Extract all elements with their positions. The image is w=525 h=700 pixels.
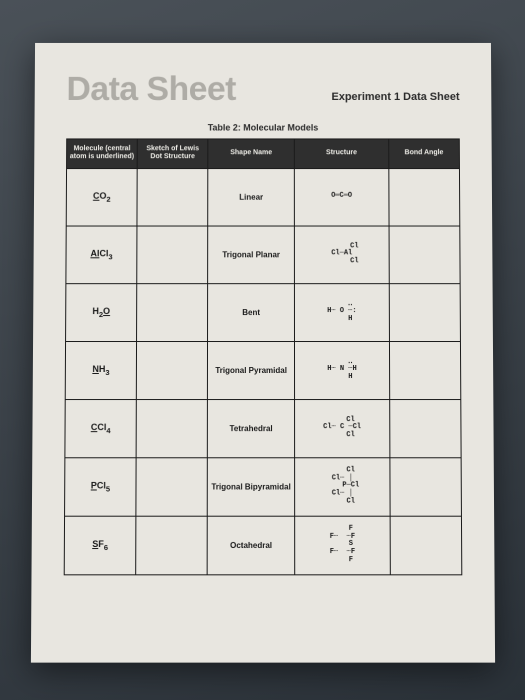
cell-structure: F F┄ ┄F S F┄ ┄F F xyxy=(294,516,389,575)
cell-lewis xyxy=(136,226,207,284)
cell-molecule: H2O xyxy=(65,283,136,341)
cell-shape: Bent xyxy=(207,283,294,341)
cell-structure: ‥ H┄ O ┄: H xyxy=(294,283,389,341)
col-lewis: Sketch of Lewis Dot Structure xyxy=(137,139,208,168)
cell-bond-angle xyxy=(389,399,461,457)
cell-molecule: CCl4 xyxy=(64,399,136,457)
table-row: SF6 Octahedral F F┄ ┄F S F┄ ┄F F xyxy=(64,516,462,575)
table-header-row: Molecule (central atom is underlined) Sk… xyxy=(66,139,459,168)
cell-shape: Linear xyxy=(207,168,294,225)
cell-bond-angle xyxy=(389,341,460,399)
cell-bond-angle xyxy=(389,283,460,341)
page-big-title: Data Sheet xyxy=(66,70,236,108)
cell-bond-angle xyxy=(388,226,459,284)
cell-lewis xyxy=(135,516,207,575)
worksheet-paper: Data Sheet Experiment 1 Data Sheet Table… xyxy=(30,43,494,663)
table-row: NH3 Trigonal Pyramidal ‥ H┄ N ┄H H xyxy=(65,341,461,399)
col-bond-angle: Bond Angle xyxy=(388,139,459,168)
cell-shape: Trigonal Planar xyxy=(207,226,294,284)
cell-molecule: NH3 xyxy=(65,341,136,399)
cell-structure: Cl Cl┄ │ P─Cl Cl┄ │ Cl xyxy=(294,458,389,516)
table-row: PCl5 Trigonal Bipyramidal Cl Cl┄ │ P─Cl C… xyxy=(64,458,461,516)
col-molecule: Molecule (central atom is underlined) xyxy=(66,139,137,168)
cell-structure: Cl Cl┄ C ┄Cl Cl xyxy=(294,399,389,457)
cell-bond-angle xyxy=(389,458,461,516)
cell-lewis xyxy=(136,283,207,341)
cell-molecule: PCl5 xyxy=(64,458,136,516)
cell-shape: Octahedral xyxy=(207,516,294,575)
cell-lewis xyxy=(136,341,207,399)
experiment-title: Experiment 1 Data Sheet xyxy=(331,91,459,103)
table-row: CO2 LinearO═C═O xyxy=(66,168,460,225)
cell-structure: O═C═O xyxy=(294,168,389,225)
table-row: H2O Bent ‥ H┄ O ┄: H xyxy=(65,283,460,341)
cell-lewis xyxy=(136,399,207,457)
cell-shape: Trigonal Bipyramidal xyxy=(207,458,294,516)
cell-molecule: AlCl3 xyxy=(65,226,136,284)
cell-lewis xyxy=(137,168,208,225)
cell-lewis xyxy=(135,458,207,516)
table-row: AlCl3 Trigonal Planar Cl Cl─Al Cl xyxy=(65,226,459,284)
molecular-models-table: Molecule (central atom is underlined) Sk… xyxy=(63,138,462,575)
cell-bond-angle xyxy=(388,168,459,225)
cell-shape: Tetrahedral xyxy=(207,399,294,457)
col-structure: Structure xyxy=(294,139,388,168)
cell-shape: Trigonal Pyramidal xyxy=(207,341,294,399)
table-caption: Table 2: Molecular Models xyxy=(66,123,459,133)
cell-bond-angle xyxy=(389,516,461,575)
cell-molecule: CO2 xyxy=(66,168,137,225)
col-shape: Shape Name xyxy=(207,139,293,168)
cell-structure: ‥ H┄ N ┄H H xyxy=(294,341,389,399)
title-row: Data Sheet Experiment 1 Data Sheet xyxy=(66,70,459,108)
cell-molecule: SF6 xyxy=(64,516,136,575)
table-row: CCl4 Tetrahedral Cl Cl┄ C ┄Cl Cl xyxy=(64,399,460,457)
cell-structure: Cl Cl─Al Cl xyxy=(294,226,389,284)
